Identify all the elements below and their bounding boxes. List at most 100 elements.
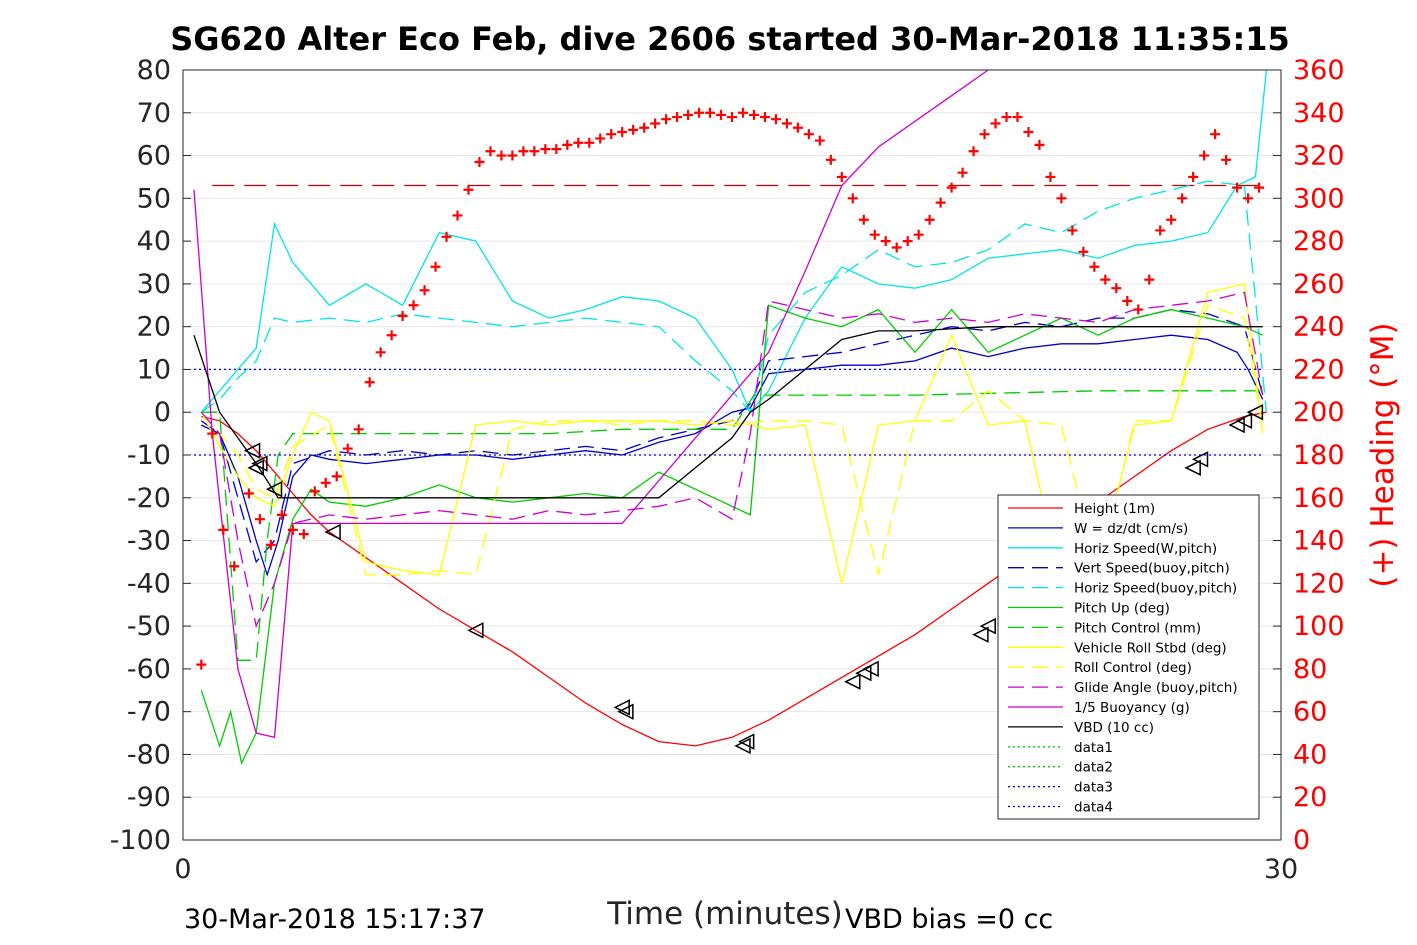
x-tick-label: 0 xyxy=(174,854,191,885)
legend-label: Pitch Up (deg) xyxy=(1074,601,1170,617)
heading-point xyxy=(562,139,573,150)
left-tick-label: -70 xyxy=(127,697,171,728)
heading-point xyxy=(276,509,287,520)
triangle-marker xyxy=(247,459,264,477)
right-tick-label: 20 xyxy=(1293,782,1327,813)
series-line-11 xyxy=(193,326,1263,499)
legend-label: data4 xyxy=(1074,800,1113,816)
heading-point xyxy=(847,193,858,204)
right-tick-label: 340 xyxy=(1293,98,1345,129)
left-tick-label: -50 xyxy=(127,611,171,642)
right-axis: 3603403203002802602402202001801601401201… xyxy=(1273,55,1345,856)
heading-point xyxy=(814,135,825,146)
heading-point xyxy=(968,146,979,157)
heading-point xyxy=(229,561,240,572)
heading-point xyxy=(265,539,276,550)
right-tick-label: 120 xyxy=(1293,568,1345,599)
right-tick-label: 200 xyxy=(1293,397,1345,428)
triangle-marker xyxy=(243,442,261,459)
right-tick-label: 180 xyxy=(1293,440,1345,471)
heading-point xyxy=(705,107,716,118)
heading-point xyxy=(441,231,452,242)
heading-point xyxy=(990,118,1001,129)
left-tick-label: -80 xyxy=(127,739,171,770)
legend-label: 1/5 Buoyancy (g) xyxy=(1074,700,1190,716)
heading-point xyxy=(946,182,957,193)
heading-point xyxy=(1155,225,1166,236)
footer-timestamp: 30-Mar-2018 15:17:37 xyxy=(184,904,486,935)
heading-point xyxy=(1254,182,1265,193)
heading-point xyxy=(727,112,737,123)
heading-point xyxy=(1056,193,1067,204)
heading-point xyxy=(759,112,770,123)
heading-point xyxy=(979,129,990,140)
triangle-marker xyxy=(1191,451,1209,468)
legend-label: W = dz/dt (cm/s) xyxy=(1074,521,1188,537)
heading-point xyxy=(672,112,683,123)
heading-point xyxy=(716,109,727,120)
heading-point xyxy=(781,118,792,129)
triangle-marker xyxy=(613,699,630,716)
heading-point xyxy=(1089,261,1100,272)
heading-point xyxy=(584,137,595,148)
heading-point xyxy=(496,150,507,161)
left-tick-label: 80 xyxy=(137,55,171,86)
left-tick-label: 50 xyxy=(137,183,171,214)
heading-point xyxy=(913,229,924,240)
heading-point xyxy=(748,109,759,120)
series-line-2 xyxy=(200,69,1268,414)
heading-point xyxy=(1133,304,1144,315)
heading-point xyxy=(287,524,298,535)
heading-point xyxy=(540,144,551,155)
left-tick-label: 60 xyxy=(137,141,171,172)
heading-point xyxy=(1045,171,1056,182)
heading-point xyxy=(792,122,803,133)
heading-point xyxy=(858,214,869,225)
heading-point xyxy=(331,471,342,482)
heading-point xyxy=(1221,154,1232,165)
heading-point xyxy=(1188,171,1199,182)
heading-point xyxy=(243,488,254,499)
legend-label: Pitch Control (mm) xyxy=(1074,620,1201,636)
left-tick-label: 70 xyxy=(137,98,171,129)
heading-point xyxy=(342,443,353,454)
triangle-marker xyxy=(737,733,755,750)
heading-point xyxy=(1034,139,1045,150)
x-axis-label: Time (minutes) xyxy=(606,896,842,932)
triangle-marker xyxy=(855,664,872,682)
heading-point xyxy=(1067,225,1078,236)
heading-point xyxy=(650,118,661,129)
triangle-marker xyxy=(844,673,861,690)
triangle-marker xyxy=(979,617,996,635)
heading-point xyxy=(474,156,485,167)
right-tick-label: 280 xyxy=(1293,226,1345,257)
heading-point xyxy=(364,377,375,388)
right-tick-label: 300 xyxy=(1293,183,1345,214)
heading-point xyxy=(1166,214,1177,225)
series-line-1 xyxy=(201,334,1264,577)
heading-point xyxy=(353,424,364,435)
footer-vbd-bias: VBD bias =0 cc xyxy=(845,904,1053,935)
legend-label: data3 xyxy=(1074,780,1113,796)
heading-point xyxy=(529,146,540,157)
series-line-10 xyxy=(193,69,989,739)
heading-point xyxy=(518,146,529,157)
heading-point xyxy=(1243,193,1254,204)
right-tick-label: 320 xyxy=(1293,141,1345,172)
right-tick-label: 60 xyxy=(1293,697,1327,728)
heading-point xyxy=(639,122,650,133)
legend-label: Vert Speed(buoy,pitch) xyxy=(1074,561,1230,577)
left-tick-label: -40 xyxy=(127,568,171,599)
heading-point xyxy=(309,486,320,497)
right-tick-label: 360 xyxy=(1293,55,1345,86)
left-tick-label: 20 xyxy=(137,312,171,343)
heading-point xyxy=(1210,129,1221,140)
heading-point xyxy=(891,242,902,253)
heading-point xyxy=(770,114,781,125)
heading-point xyxy=(1023,127,1034,138)
chart-title: SG620 Alter Eco Feb, dive 2606 started 3… xyxy=(170,20,1290,58)
heading-point xyxy=(430,261,441,272)
heading-point xyxy=(661,114,672,125)
heading-point xyxy=(1144,274,1155,285)
heading-point xyxy=(452,210,463,221)
